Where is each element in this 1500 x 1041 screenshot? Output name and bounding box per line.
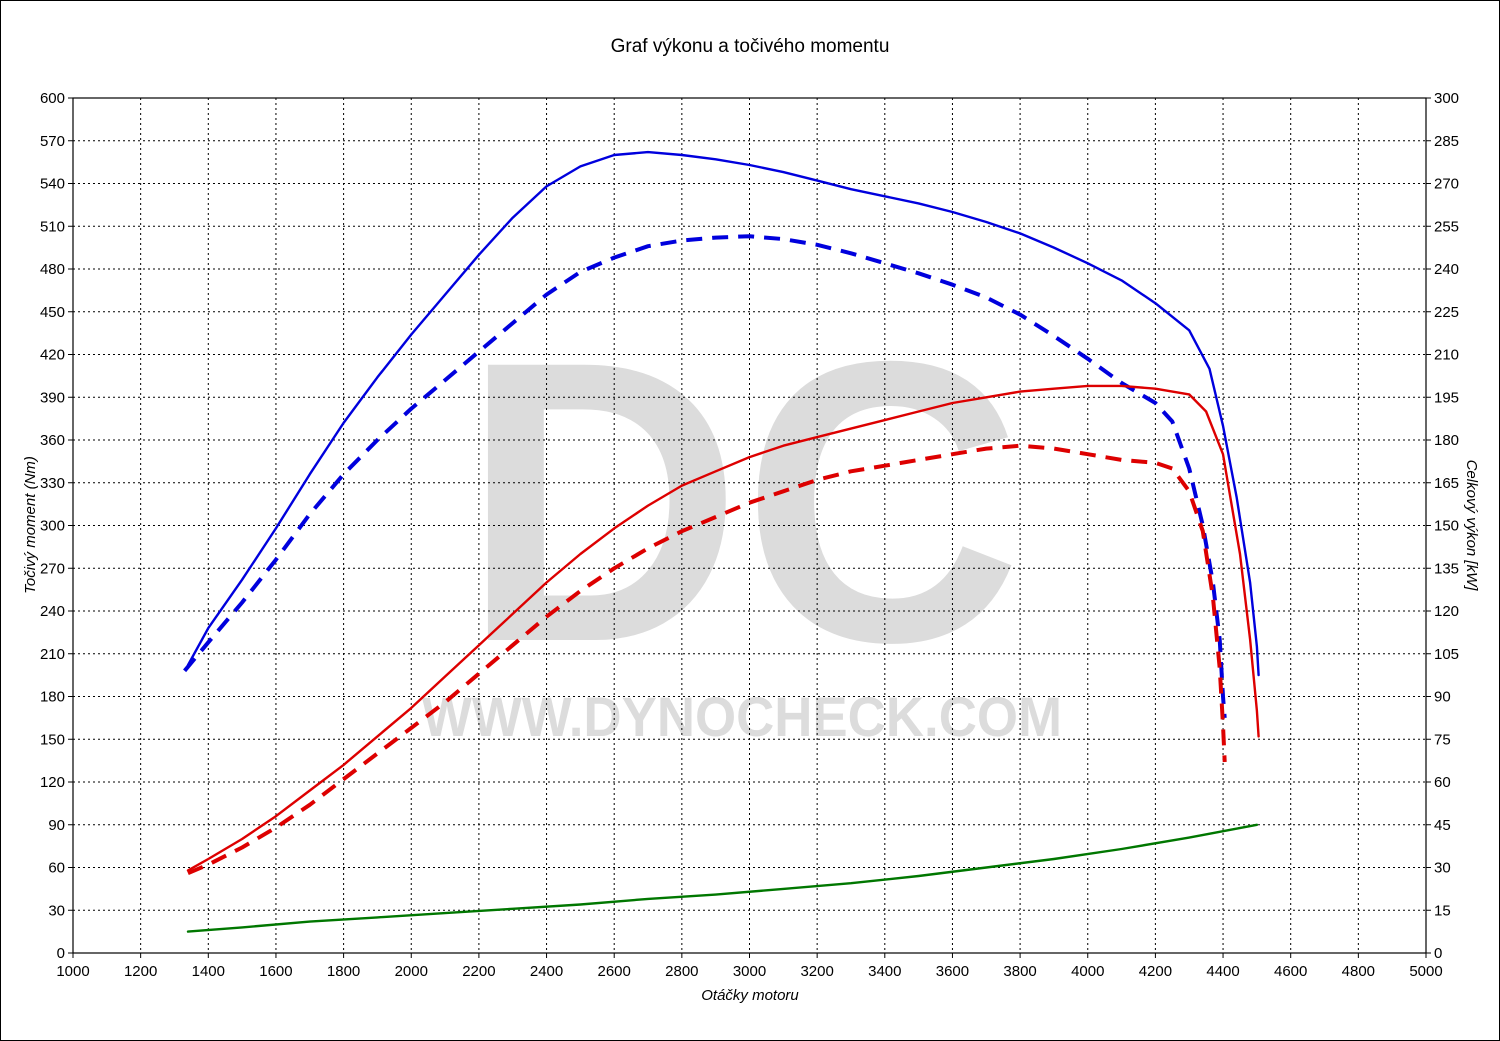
y-tick-label-right: 255 [1434,218,1459,235]
y-tick-label-left: 570 [40,133,65,150]
watermark-letters: DC [462,278,1022,725]
y-tick-label-right: 210 [1434,347,1459,364]
y-tick-label-right: 75 [1434,731,1451,748]
x-tick-label: 2800 [665,963,698,980]
y-tick-label-left: 390 [40,389,65,406]
y-tick-label-left: 540 [40,176,65,193]
y-tick-label-right: 30 [1434,860,1451,877]
y-tick-label-left: 120 [40,774,65,791]
y-tick-label-right: 60 [1434,774,1451,791]
x-tick-label: 2400 [530,963,563,980]
y-tick-labels-left: 0 30 60 90 120 150 180 210 240 270 300 330 360 390 420… [40,90,73,962]
x-tick-label: 4600 [1274,963,1307,980]
y-tick-label-left: 210 [40,646,65,663]
y-tick-label-right: 45 [1434,817,1451,834]
y-tick-label-left: 0 [57,945,65,962]
x-tick-label: 1800 [327,963,360,980]
y-tick-label-right: 300 [1434,90,1459,107]
x-tick-label: 5000 [1409,963,1442,980]
x-tick-label: 2000 [395,963,428,980]
y-axis-label-right: Celkový výkon [kW] [1463,460,1480,592]
y-tick-label-right: 180 [1434,432,1459,449]
x-tick-label: 3400 [868,963,901,980]
y-tick-label-left: 600 [40,90,65,107]
x-tick-label: 4200 [1139,963,1172,980]
y-tick-label-left: 300 [40,518,65,535]
x-tick-label: 2600 [598,963,631,980]
y-tick-label-right: 165 [1434,475,1459,492]
y-tick-label-right: 135 [1434,560,1459,577]
y-tick-label-right: 285 [1434,133,1459,150]
watermark: DC WWW.DYNOCHECK.COM [422,278,1062,748]
series-line-2 [183,234,1227,719]
series-line-4 [187,443,1227,876]
y-tick-label-left: 240 [40,603,65,620]
x-tick-label: 1200 [124,963,157,980]
x-axis-label: Otáčky motoru [701,987,799,1004]
y-tick-label-right: 195 [1434,389,1459,406]
y-tick-label-left: 420 [40,347,65,364]
x-tick-label: 4000 [1071,963,1104,980]
x-tick-label: 3000 [733,963,766,980]
x-tick-labels: 1000 1200 1400 1600 1800 2000 2200 2400 2600 2800… [56,953,1443,980]
series-line-5 [186,823,1259,933]
series-line-3 [186,384,1260,872]
x-tick-label: 3600 [936,963,969,980]
x-tick-label: 1400 [192,963,225,980]
chart-title: Graf výkonu a točivého momentu [611,36,890,57]
watermark-url: WWW.DYNOCHECK.COM [422,685,1062,748]
y-tick-label-right: 225 [1434,304,1459,321]
y-tick-labels-right: 0 15 30 45 60 75 90 105 120 135 150 165 180 195 210 225… [1426,90,1459,962]
y-tick-label-left: 180 [40,689,65,706]
x-tick-label: 4400 [1206,963,1239,980]
x-tick-label: 4800 [1342,963,1375,980]
y-tick-label-right: 15 [1434,902,1451,919]
y-tick-label-right: 270 [1434,176,1459,193]
x-tick-label: 2200 [462,963,495,980]
y-tick-label-left: 60 [48,860,65,877]
series-line-1 [186,150,1260,677]
y-tick-label-right: 90 [1434,689,1451,706]
x-tick-label: 1600 [259,963,292,980]
y-tick-label-right: 150 [1434,518,1459,535]
y-tick-label-left: 510 [40,218,65,235]
y-tick-label-right: 0 [1434,945,1442,962]
y-tick-label-left: 360 [40,432,65,449]
y-tick-label-left: 330 [40,475,65,492]
y-tick-label-left: 450 [40,304,65,321]
y-tick-label-left: 480 [40,261,65,278]
series-group [183,150,1260,933]
y-tick-label-left: 270 [40,560,65,577]
y-tick-label-left: 30 [48,902,65,919]
x-tick-label: 1000 [56,963,89,980]
y-tick-label-left: 150 [40,731,65,748]
y-tick-label-right: 120 [1434,603,1459,620]
x-tick-label: 3200 [800,963,833,980]
grid [73,98,1426,953]
y-tick-label-right: 240 [1434,261,1459,278]
y-tick-label-left: 90 [48,817,65,834]
x-tick-label: 3800 [1003,963,1036,980]
y-tick-label-right: 105 [1434,646,1459,663]
y-axis-label-left: Točivý moment (Nm) [22,456,39,594]
